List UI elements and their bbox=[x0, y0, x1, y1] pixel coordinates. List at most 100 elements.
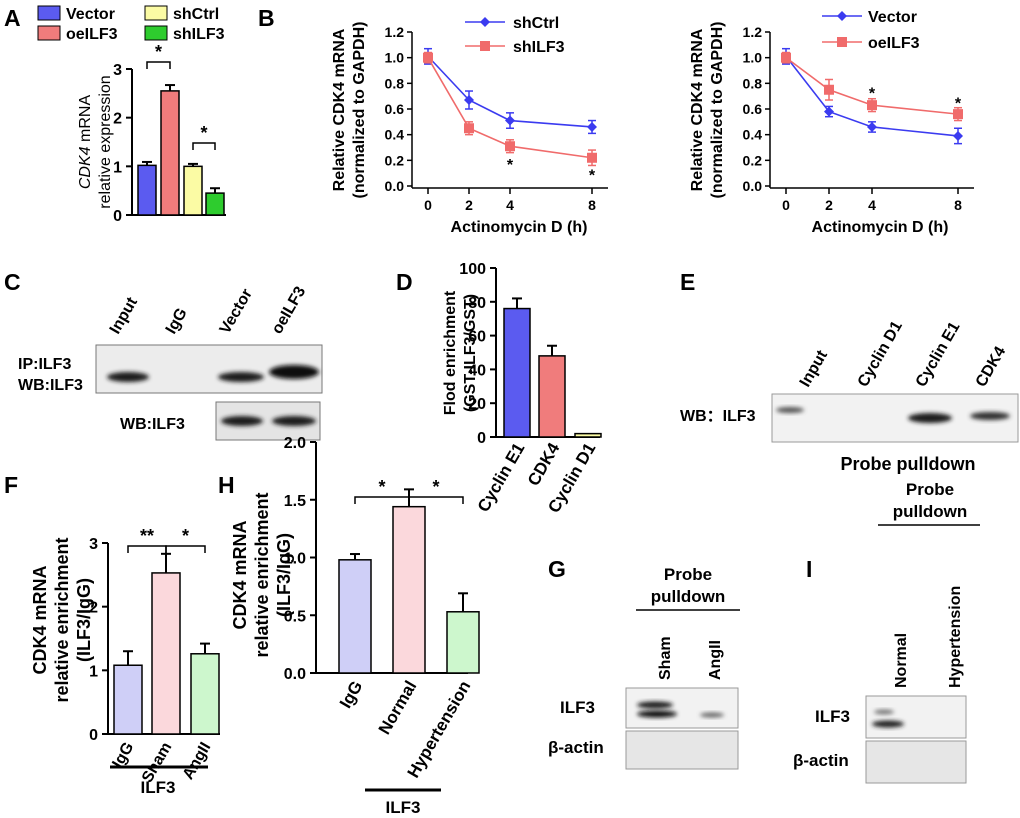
c-band-oeilf3 bbox=[269, 365, 319, 379]
legend-label-shilf3: shILF3 bbox=[173, 26, 225, 43]
f-sig-bracket-0 bbox=[127, 545, 167, 553]
panel-letter-h: H bbox=[218, 472, 235, 498]
legend-b2: Vector oeILF3 bbox=[822, 9, 920, 52]
f-cat-label-2: AngII bbox=[180, 740, 215, 783]
b2-ytick-label-2: 0.4 bbox=[743, 127, 763, 143]
c-lane-vector: Vector bbox=[217, 286, 256, 337]
b1-annotation-1: * bbox=[589, 167, 596, 184]
f-bar-1 bbox=[151, 572, 181, 735]
a-sig-bracket-1 bbox=[192, 142, 216, 150]
f-sig-label-1: * bbox=[182, 526, 189, 546]
e-lane-cdk4: CDK4 bbox=[973, 344, 1010, 390]
f-ytick-label-0: 0 bbox=[89, 727, 98, 744]
b2-xtick-label-1: 2 bbox=[825, 197, 833, 213]
a-bar-2 bbox=[183, 165, 203, 216]
c-band-vector bbox=[218, 372, 264, 382]
b2-ytick-label-0: 0.0 bbox=[743, 178, 763, 194]
legend-b1: shCtrl shILF3 bbox=[465, 15, 565, 56]
b1-series-1-point-0 bbox=[423, 52, 433, 63]
b2-series-0-point-1 bbox=[824, 106, 834, 117]
i-header-2: pulldown bbox=[893, 502, 968, 521]
h-ytick-label-2: 1.0 bbox=[284, 551, 306, 568]
b2-xtick-label-2: 4 bbox=[868, 197, 876, 213]
d-ylabel-2: (GST-ILF3/GST) bbox=[462, 294, 479, 412]
a-sig-bracket-0 bbox=[146, 61, 171, 69]
e-band-cyclin-e1 bbox=[908, 413, 952, 423]
i-header-1: Probe bbox=[906, 480, 954, 499]
i-blot-ilf3 bbox=[865, 695, 967, 739]
f-sig-bracket-1 bbox=[165, 545, 206, 553]
f-sig-label-0: ** bbox=[140, 526, 154, 546]
b1-series-line-0 bbox=[427, 55, 593, 128]
b1-xtick-label-0: 0 bbox=[424, 197, 432, 213]
a-ytick-label-2: 2 bbox=[113, 111, 122, 128]
h-ytick-label-0: 0.0 bbox=[284, 666, 306, 683]
b2-series-1-point-1 bbox=[824, 84, 834, 95]
legend-label-oeilf3: oeILF3 bbox=[66, 26, 118, 43]
e-lane-cyclin-d1: Cyclin D1 bbox=[855, 318, 906, 390]
f-bar-2 bbox=[190, 653, 220, 735]
f-ylabel-3: (ILF3/IgG) bbox=[74, 578, 94, 662]
b2-xlabel: Actinomycin D (h) bbox=[812, 219, 949, 236]
g-blot-ilf3 bbox=[625, 687, 739, 729]
h-ytick-label-4: 2.0 bbox=[284, 435, 306, 452]
b2-ylabel-2: (normalized to GAPDH) bbox=[709, 22, 726, 199]
b2-annotation-0: * bbox=[869, 85, 876, 102]
f-ylabel-2: relative enrichment bbox=[52, 537, 72, 702]
b2-ytick-label-3: 0.6 bbox=[743, 101, 763, 117]
e-lane-input: Input bbox=[797, 347, 832, 390]
a-sig-label-1: * bbox=[200, 123, 207, 143]
b2-xtick-label-0: 0 bbox=[782, 197, 790, 213]
legend-a: Vector oeILF3 shCtrl shILF3 bbox=[37, 5, 225, 43]
h-sig-label-1: * bbox=[432, 477, 439, 497]
panel-letter-a: A bbox=[4, 5, 21, 31]
a-ylabel-2: relative expression bbox=[97, 75, 114, 208]
g-band-sham-2 bbox=[637, 710, 677, 718]
b2-ytick-label-1: 0.2 bbox=[743, 152, 763, 168]
a-bar-3 bbox=[205, 192, 225, 216]
legend-label-shilf3-b: shILF3 bbox=[513, 39, 565, 56]
d-bar-0 bbox=[503, 307, 531, 438]
b2-series-1-point-3 bbox=[953, 109, 963, 120]
b1-series-0-point-2 bbox=[505, 115, 515, 126]
c-row-label-wb-2: WB:ILF3 bbox=[120, 416, 185, 433]
h-sig-bracket-1 bbox=[408, 496, 464, 504]
e-caption: Probe pulldown bbox=[841, 454, 976, 474]
b2-ytick-label-6: 1.2 bbox=[743, 24, 763, 40]
g-band-angii bbox=[700, 712, 724, 718]
panel-letter-b: B bbox=[258, 5, 275, 31]
d-ytick-label-2: 40 bbox=[468, 362, 486, 379]
c-lane-input: Input bbox=[107, 294, 142, 337]
blot-c: Input IgG Vector oeILF3 IP:ILF3 WB:ILF3 … bbox=[18, 284, 323, 441]
a-ytick-label-0: 0 bbox=[113, 208, 122, 225]
b2-series-line-1 bbox=[785, 57, 959, 115]
b1-series-1-point-2 bbox=[505, 141, 515, 152]
b1-ylabel: Relative CDK4 mRNA bbox=[331, 28, 348, 191]
h-sig-bracket-0 bbox=[354, 496, 410, 504]
i-row-label-actin: β-actin bbox=[793, 751, 849, 770]
legend-swatch-shilf3 bbox=[144, 25, 168, 41]
legend-marker-shilf3 bbox=[480, 41, 490, 51]
h-ylabel-2: relative enrichment bbox=[252, 492, 272, 657]
e-lane-cyclin-e1: Cyclin E1 bbox=[913, 319, 964, 390]
d-ytick-label-3: 60 bbox=[468, 329, 486, 346]
a-sig-label-0: * bbox=[155, 42, 162, 62]
b1-ytick-label-1: 0.2 bbox=[385, 152, 405, 168]
legend-label-vector-b: Vector bbox=[868, 9, 917, 26]
g-row-label-ilf3: ILF3 bbox=[560, 698, 595, 717]
i-lane-normal: Normal bbox=[893, 633, 910, 688]
a-bar-0 bbox=[137, 164, 157, 216]
b1-series-0-point-3 bbox=[587, 121, 597, 132]
b1-ytick-label-3: 0.6 bbox=[385, 101, 405, 117]
blot-i: Probe pulldown Normal Hypertension ILF3 … bbox=[793, 480, 980, 784]
e-band-cdk4 bbox=[970, 412, 1010, 420]
h-ylabel: CDK4 mRNA bbox=[230, 520, 250, 629]
h-ylabel-3: (ILF3/IgG) bbox=[274, 533, 294, 617]
d-ytick-label-5: 100 bbox=[459, 261, 486, 278]
panel-letter-f: F bbox=[4, 472, 18, 498]
panel-letter-e: E bbox=[680, 269, 695, 295]
f-ytick-label-2: 2 bbox=[89, 600, 98, 617]
d-cat-label-0: Cyclin E1 bbox=[474, 440, 529, 516]
legend-swatch-vector bbox=[37, 5, 61, 21]
c-row-label-wb: WB:ILF3 bbox=[18, 377, 83, 394]
